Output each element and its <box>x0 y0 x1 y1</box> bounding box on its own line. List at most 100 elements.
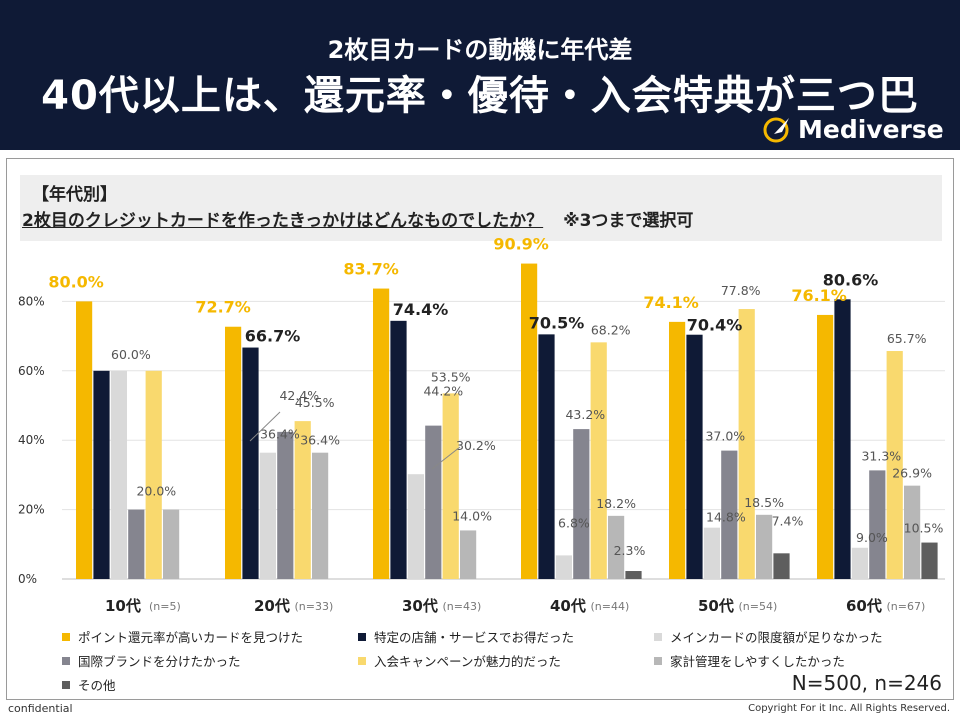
x-category-n: (n=43) <box>443 600 482 613</box>
question-tag: 【年代別】 <box>32 185 117 205</box>
bar <box>834 299 851 579</box>
data-label: 7.4% <box>772 513 804 528</box>
leader-line <box>431 446 461 470</box>
data-label: 74.1% <box>643 293 699 312</box>
page-title: 40代以上は、還元率・優待・入会特典が三つ巴 <box>41 73 919 119</box>
legend-item: ポイント還元率が高いカードを見つけた <box>62 627 303 646</box>
leader-line <box>249 411 281 442</box>
footer-confidential: confidential <box>8 702 73 715</box>
bar <box>817 314 834 579</box>
y-tick-label: 80% <box>18 294 45 308</box>
legend-label: その他 <box>78 678 116 693</box>
legend-label: メインカードの限度額が足りなかった <box>670 630 883 645</box>
bar <box>425 425 442 579</box>
data-label: 36.4% <box>260 427 300 442</box>
data-label: 14.8% <box>706 510 746 525</box>
legend-item: 入会キャンペーンが魅力的だった <box>358 651 561 670</box>
bar <box>721 450 738 579</box>
bar <box>904 485 921 579</box>
legend-label: ポイント還元率が高いカードを見つけた <box>78 630 304 645</box>
bar <box>625 571 642 579</box>
data-label: 18.5% <box>744 495 784 510</box>
legend-swatch <box>358 632 366 641</box>
data-label: 68.2% <box>591 322 631 337</box>
footer-copyright: Copyright For it Inc. All Rights Reserve… <box>748 703 950 714</box>
data-label: 74.4% <box>393 300 449 319</box>
legend-item: その他 <box>62 675 116 694</box>
legend-swatch <box>358 656 366 665</box>
y-tick-label: 0% <box>18 572 37 586</box>
logo-text: Mediverse <box>798 114 944 144</box>
bar <box>225 326 242 579</box>
bar <box>738 309 755 579</box>
bar <box>590 342 607 579</box>
bar <box>851 547 868 579</box>
header-banner: 2枚目カードの動機に年代差 40代以上は、還元率・優待・入会特典が三つ巴 Med… <box>0 0 960 150</box>
data-label: 70.5% <box>529 313 585 332</box>
bar <box>669 321 686 579</box>
sample-size: N=500, n=246 <box>791 671 942 695</box>
data-label: 80.6% <box>823 270 879 289</box>
bar <box>869 470 886 579</box>
bar <box>460 530 477 579</box>
page-subtitle: 2枚目カードの動機に年代差 <box>327 36 633 64</box>
question-box <box>20 175 942 241</box>
data-label: 6.8% <box>558 515 590 530</box>
x-category-label: 30代 <box>402 597 438 615</box>
x-category-n: (n=5) <box>149 600 181 613</box>
chart-legend: ポイント還元率が高いカードを見つけた 特定の店舗・サービスでお得だった メインカード… <box>0 624 960 694</box>
legend-swatch <box>62 656 70 665</box>
bar <box>294 421 311 579</box>
bar <box>76 301 93 579</box>
x-category-label: 10代 <box>105 597 141 615</box>
bar <box>573 429 590 579</box>
y-tick-label: 40% <box>18 433 45 447</box>
bar <box>555 555 572 579</box>
data-label: 44.2% <box>423 384 463 399</box>
x-category-label: 60代 <box>846 597 882 615</box>
x-category-label: 50代 <box>698 597 734 615</box>
data-label: 37.0% <box>705 429 745 444</box>
data-label: 14.0% <box>452 508 492 523</box>
data-label: 31.3% <box>861 448 901 463</box>
bar <box>442 393 459 579</box>
data-label: 9.0% <box>856 530 888 545</box>
legend-item: 家計管理をしやすくしたかった <box>654 651 845 670</box>
data-label: 10.5% <box>904 521 944 536</box>
data-label: 26.9% <box>892 466 932 481</box>
bar <box>921 542 938 579</box>
bar <box>110 370 127 579</box>
data-label: 36.4% <box>300 433 340 448</box>
bar <box>407 474 424 579</box>
data-label: 60.0% <box>111 347 151 362</box>
x-category-n: (n=67) <box>887 600 926 613</box>
bar <box>163 509 180 579</box>
data-label: 43.2% <box>565 407 605 422</box>
legend-label: 入会キャンペーンが魅力的だった <box>374 654 561 669</box>
data-label: 77.8% <box>721 283 761 298</box>
bar <box>259 452 276 579</box>
data-label: 90.9% <box>493 235 549 254</box>
legend-item: メインカードの限度額が足りなかった <box>654 627 883 646</box>
data-label: 83.7% <box>343 260 399 279</box>
question-note: ※3つまで選択可 <box>563 211 694 231</box>
legend-item: 特定の店舗・サービスでお得だった <box>358 627 574 646</box>
data-label: 42.4% <box>279 388 319 403</box>
data-label: 45.5% <box>295 395 335 410</box>
data-label: 76.1% <box>791 286 847 305</box>
x-category-n: (n=33) <box>295 600 334 613</box>
x-category-label: 20代 <box>254 597 290 615</box>
legend-swatch <box>654 656 662 665</box>
bar <box>608 515 625 579</box>
y-tick-label: 20% <box>18 503 45 517</box>
legend-swatch <box>654 632 662 641</box>
bar <box>390 320 407 579</box>
data-label: 2.3% <box>614 543 646 558</box>
x-category-n: (n=44) <box>591 600 630 613</box>
chart-frame <box>6 158 954 700</box>
bar <box>145 370 162 579</box>
question-text: 2枚目のクレジットカードを作ったきっかけはどんなものでしたか？ ※3つまで選択可 <box>22 206 693 231</box>
bar <box>373 288 390 579</box>
bar <box>277 431 294 579</box>
